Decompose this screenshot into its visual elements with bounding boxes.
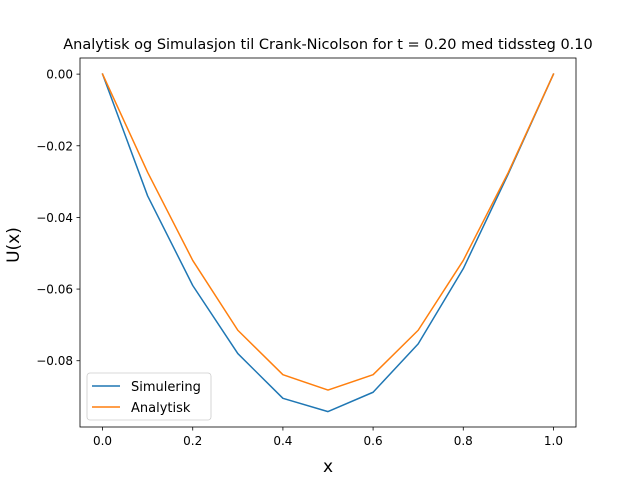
y-tick-label: −0.08 — [36, 354, 73, 368]
y-tick-label: −0.02 — [36, 139, 73, 153]
legend-label-simulering: Simulering — [131, 380, 201, 395]
legend-label-analytisk: Analytisk — [131, 401, 191, 416]
x-tick-label: 0.4 — [273, 434, 292, 448]
x-tick-label: 0.6 — [364, 434, 383, 448]
series-line-analytisk — [101, 73, 555, 391]
legend-box — [86, 372, 212, 421]
x-axis-ticks: 0.0 0.2 0.4 0.6 0.8 1.0 — [93, 427, 563, 448]
legend: Simulering Analytisk — [86, 372, 212, 421]
x-tick-label: 0.2 — [183, 434, 202, 448]
y-axis-ticks: 0.00 −0.02 −0.04 −0.06 −0.08 — [36, 68, 80, 368]
plot-lines — [101, 73, 555, 413]
x-tick-label: 1.0 — [544, 434, 563, 448]
x-tick-label: 0.8 — [454, 434, 473, 448]
plot-frame — [79, 57, 577, 428]
y-axis-label: U(x) — [4, 227, 24, 263]
series-line-simulering — [101, 73, 555, 413]
y-tick-label: 0.00 — [46, 68, 73, 82]
y-tick-label: −0.04 — [36, 211, 73, 225]
x-axis-label: x — [323, 457, 333, 477]
y-tick-label: −0.06 — [36, 283, 73, 297]
chart-title: Analytisk og Simulasjon til Crank-Nicols… — [63, 37, 592, 53]
x-tick-label: 0.0 — [93, 434, 112, 448]
